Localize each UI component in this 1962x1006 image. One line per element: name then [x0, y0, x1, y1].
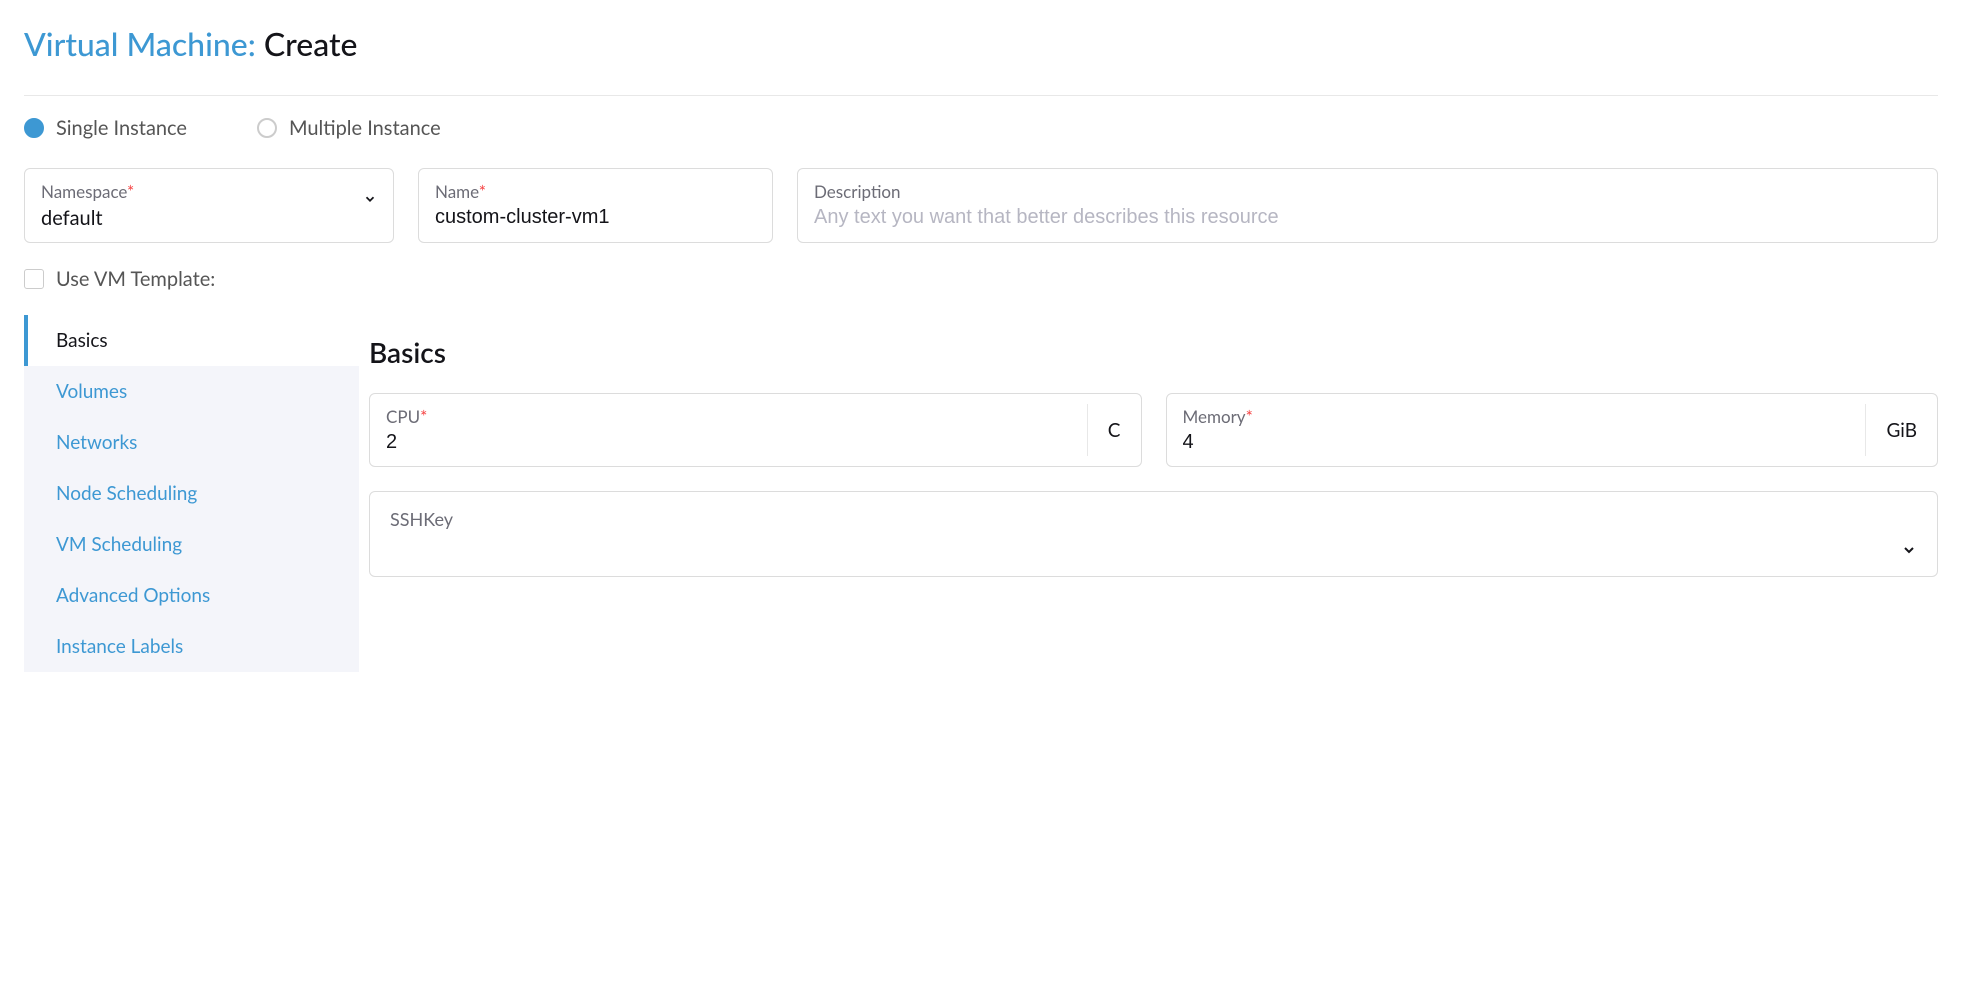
- memory-label: Memory*: [1183, 406, 1850, 427]
- name-input[interactable]: [435, 206, 756, 229]
- memory-field[interactable]: Memory* GiB: [1166, 393, 1939, 467]
- template-checkbox-label: Use VM Template:: [56, 267, 215, 291]
- name-field[interactable]: Name*: [418, 168, 773, 243]
- radio-multiple-instance[interactable]: Multiple Instance: [257, 116, 441, 140]
- description-input[interactable]: [814, 206, 1921, 229]
- cpu-label: CPU*: [386, 406, 1071, 427]
- tab-instance-labels[interactable]: Instance Labels: [24, 621, 359, 672]
- name-label: Name*: [435, 181, 756, 202]
- description-field[interactable]: Description: [797, 168, 1938, 243]
- cpu-unit: C: [1087, 404, 1141, 456]
- tab-volumes[interactable]: Volumes: [24, 366, 359, 417]
- memory-input[interactable]: [1183, 431, 1850, 454]
- basics-section-title: Basics: [369, 335, 1938, 369]
- cpu-field[interactable]: CPU* C: [369, 393, 1142, 467]
- radio-selected-icon: [24, 118, 44, 138]
- template-checkbox-row: Use VM Template:: [24, 267, 1938, 291]
- tab-layout: Basics Volumes Networks Node Scheduling …: [24, 315, 1938, 672]
- tab-advanced-options[interactable]: Advanced Options: [24, 570, 359, 621]
- sshkey-select[interactable]: SSHKey: [369, 491, 1938, 577]
- form-row-top: Namespace* default Name* Description: [24, 168, 1938, 243]
- page-title-action: Create: [264, 24, 358, 63]
- sshkey-label: SSHKey: [390, 508, 453, 530]
- tab-vm-scheduling[interactable]: VM Scheduling: [24, 519, 359, 570]
- tab-sidebar: Basics Volumes Networks Node Scheduling …: [24, 315, 359, 672]
- tab-basics[interactable]: Basics: [24, 315, 359, 366]
- namespace-select[interactable]: Namespace* default: [24, 168, 394, 243]
- namespace-label: Namespace*: [41, 181, 377, 202]
- description-label: Description: [814, 181, 1921, 202]
- tab-content: Basics CPU* C Memory* GiB: [359, 315, 1938, 672]
- page-title-link[interactable]: Virtual Machine:: [24, 24, 256, 63]
- instance-mode-radios: Single Instance Multiple Instance: [24, 116, 1938, 140]
- tab-node-scheduling[interactable]: Node Scheduling: [24, 468, 359, 519]
- memory-unit: GiB: [1865, 404, 1937, 456]
- radio-multiple-label: Multiple Instance: [289, 116, 441, 140]
- tab-networks[interactable]: Networks: [24, 417, 359, 468]
- chevron-down-icon: [1901, 542, 1917, 558]
- divider: [24, 95, 1938, 96]
- page-title: Virtual Machine: Create: [24, 24, 1938, 75]
- radio-unselected-icon: [257, 118, 277, 138]
- template-checkbox[interactable]: [24, 269, 44, 289]
- chevron-down-icon: [363, 191, 377, 205]
- basics-row: CPU* C Memory* GiB: [369, 393, 1938, 467]
- cpu-input[interactable]: [386, 431, 1071, 454]
- radio-single-instance[interactable]: Single Instance: [24, 116, 187, 140]
- namespace-value: default: [41, 206, 377, 230]
- radio-single-label: Single Instance: [56, 116, 187, 140]
